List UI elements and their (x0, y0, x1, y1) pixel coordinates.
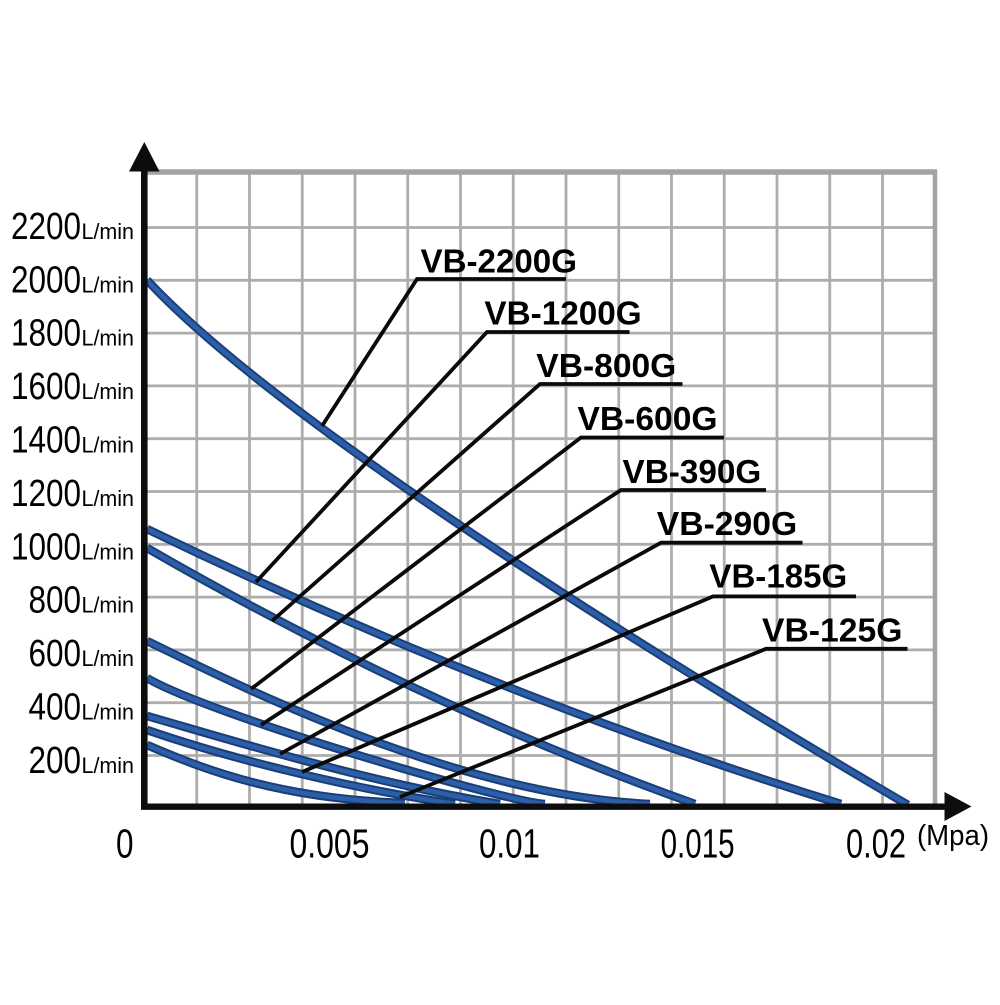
svg-text:400: 400 (29, 686, 82, 728)
svg-text:1000: 1000 (11, 526, 81, 568)
svg-text:L/min: L/min (82, 379, 135, 404)
svg-text:0.02: 0.02 (846, 821, 906, 867)
svg-text:600: 600 (29, 633, 82, 675)
svg-text:L/min: L/min (82, 486, 135, 511)
svg-text:L/min: L/min (82, 539, 135, 564)
svg-text:L/min: L/min (82, 433, 135, 458)
svg-text:2200: 2200 (11, 206, 81, 248)
svg-text:L/min: L/min (82, 326, 135, 351)
svg-text:1600: 1600 (11, 366, 81, 408)
svg-text:VB-800G: VB-800G (536, 347, 676, 384)
svg-text:VB-185G: VB-185G (709, 558, 847, 595)
svg-text:800: 800 (29, 580, 82, 622)
svg-text:0.015: 0.015 (661, 821, 735, 867)
svg-text:1800: 1800 (11, 313, 81, 355)
svg-text:0: 0 (116, 821, 134, 867)
svg-text:VB-600G: VB-600G (578, 400, 718, 437)
svg-text:VB-1200G: VB-1200G (484, 294, 641, 331)
svg-text:VB-125G: VB-125G (762, 611, 902, 648)
svg-text:1200: 1200 (11, 473, 81, 515)
svg-text:L/min: L/min (82, 753, 135, 778)
svg-text:L/min: L/min (82, 646, 135, 671)
svg-text:2000: 2000 (11, 259, 81, 301)
svg-text:0.005: 0.005 (290, 821, 370, 867)
svg-text:VB-2200G: VB-2200G (421, 243, 578, 280)
svg-text:L/min: L/min (82, 699, 135, 724)
svg-text:(Mpa): (Mpa) (917, 820, 989, 852)
svg-text:1400: 1400 (11, 420, 81, 462)
svg-text:0.01: 0.01 (479, 821, 540, 867)
svg-text:L/min: L/min (82, 593, 135, 618)
svg-text:200: 200 (29, 740, 82, 782)
svg-text:VB-290G: VB-290G (657, 505, 797, 542)
svg-text:VB-390G: VB-390G (623, 453, 762, 490)
svg-text:L/min: L/min (82, 219, 135, 244)
svg-text:L/min: L/min (82, 272, 135, 297)
